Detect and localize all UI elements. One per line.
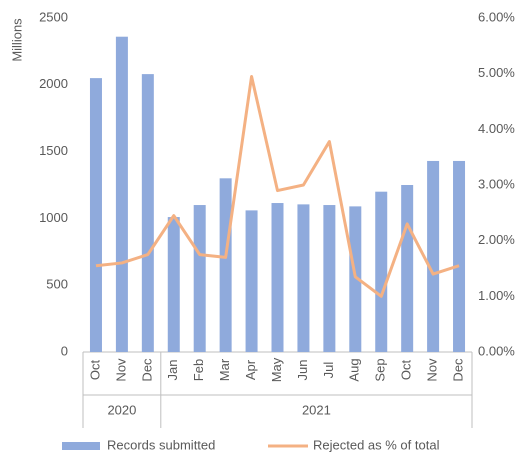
bar [271,203,284,352]
bar [193,205,206,352]
bar [427,160,440,352]
y-tick-label: 500 [46,277,68,292]
y-tick-label: 2500 [39,9,68,24]
bar [245,210,258,352]
x-tick-label: Apr [243,359,258,380]
bar [453,160,466,352]
legend-label: Records submitted [107,437,215,452]
x-tick-label: Nov [425,358,440,382]
y2-tick-label: 4.00% [478,121,515,136]
bar [167,217,180,352]
y2-tick-label: 5.00% [478,65,515,80]
group-label: 2020 [107,402,136,417]
y2-tick-label: 3.00% [478,176,515,191]
group-label: 2021 [302,402,331,417]
x-tick-label: Dec [450,358,465,382]
y2-tick-label: 2.00% [478,232,515,247]
y-axis-label: Millions [9,18,24,62]
y2-tick-label: 6.00% [478,9,515,24]
y-tick-label: 1500 [39,143,68,158]
legend-label: Rejected as % of total [313,437,440,452]
x-tick-label: Jan [165,360,180,381]
x-tick-label: Mar [217,358,232,381]
bar [219,178,232,352]
x-tick-label: Sep [373,358,388,381]
bar [323,205,336,352]
bar [375,191,388,352]
y-tick-label: 2000 [39,76,68,91]
x-tick-label: Jul [321,362,336,379]
bar [401,185,414,352]
y2-tick-label: 1.00% [478,288,515,303]
bar [141,74,154,352]
bar [89,78,102,353]
y-tick-label: 0 [61,343,68,358]
x-tick-label: Oct [87,360,102,381]
y2-tick-label: 0.00% [478,343,515,358]
x-tick-label: May [269,357,284,382]
x-tick-label: Jun [295,360,310,381]
x-tick-label: Dec [139,358,154,382]
x-tick-label: Feb [191,359,206,381]
y-tick-label: 1000 [39,210,68,225]
bar [297,204,310,352]
x-tick-label: Aug [347,358,362,381]
x-tick-label: Nov [113,358,128,382]
bar [349,206,362,352]
bar [115,36,128,352]
legend-swatch [62,442,100,450]
x-tick-label: Oct [399,360,414,381]
line [95,74,460,298]
